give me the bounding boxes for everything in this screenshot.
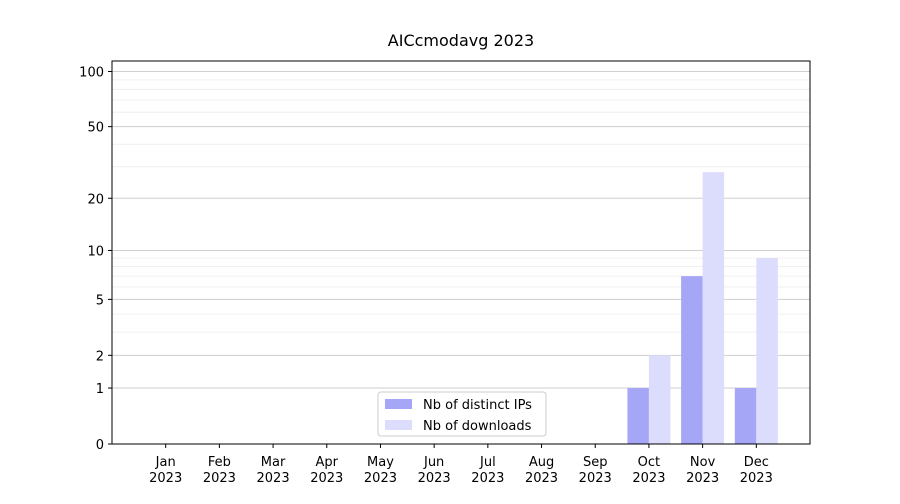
- bar: [756, 258, 778, 444]
- y-tick-label: 10: [87, 244, 104, 259]
- legend-swatch: [385, 420, 412, 430]
- x-tick-label: Oct 2023: [632, 455, 665, 486]
- x-tick-label: May 2023: [364, 455, 397, 486]
- bar: [681, 276, 703, 444]
- x-tick-label: Dec 2023: [740, 455, 773, 486]
- bar: [627, 388, 649, 444]
- y-tick-label: 20: [87, 192, 104, 207]
- legend-swatch: [385, 399, 412, 409]
- legend-frame: [377, 391, 547, 437]
- y-tick-label: 1: [96, 382, 104, 397]
- x-tick-label: Feb 2023: [203, 455, 236, 486]
- x-tick-label: Jun 2023: [418, 455, 451, 486]
- bar: [702, 172, 725, 444]
- y-tick-label: 100: [79, 65, 104, 80]
- y-tick-label: 2: [96, 349, 104, 364]
- legend-label: Nb of downloads: [423, 419, 532, 434]
- x-tick-label: Aug 2023: [525, 455, 558, 486]
- x-tick-label: Jul 2023: [471, 455, 504, 486]
- x-tick-label: Jan 2023: [149, 455, 182, 486]
- y-tick-label: 50: [87, 121, 104, 136]
- bar: [734, 388, 757, 444]
- y-tick-label: 0: [96, 438, 104, 453]
- x-tick-label: Mar 2023: [257, 455, 290, 486]
- x-tick-label: Apr 2023: [310, 455, 343, 486]
- legend-label: Nb of distinct IPs: [423, 398, 532, 413]
- plot-frame: [111, 60, 811, 445]
- x-tick-label: Sep 2023: [579, 455, 612, 486]
- y-tick-label: 5: [96, 293, 104, 308]
- chart-title: AICcmodavg 2023: [388, 31, 534, 50]
- x-tick-label: Nov 2023: [686, 455, 719, 486]
- legend: Nb of distinct IPs Nb of downloads: [377, 391, 547, 437]
- bar: [648, 355, 671, 444]
